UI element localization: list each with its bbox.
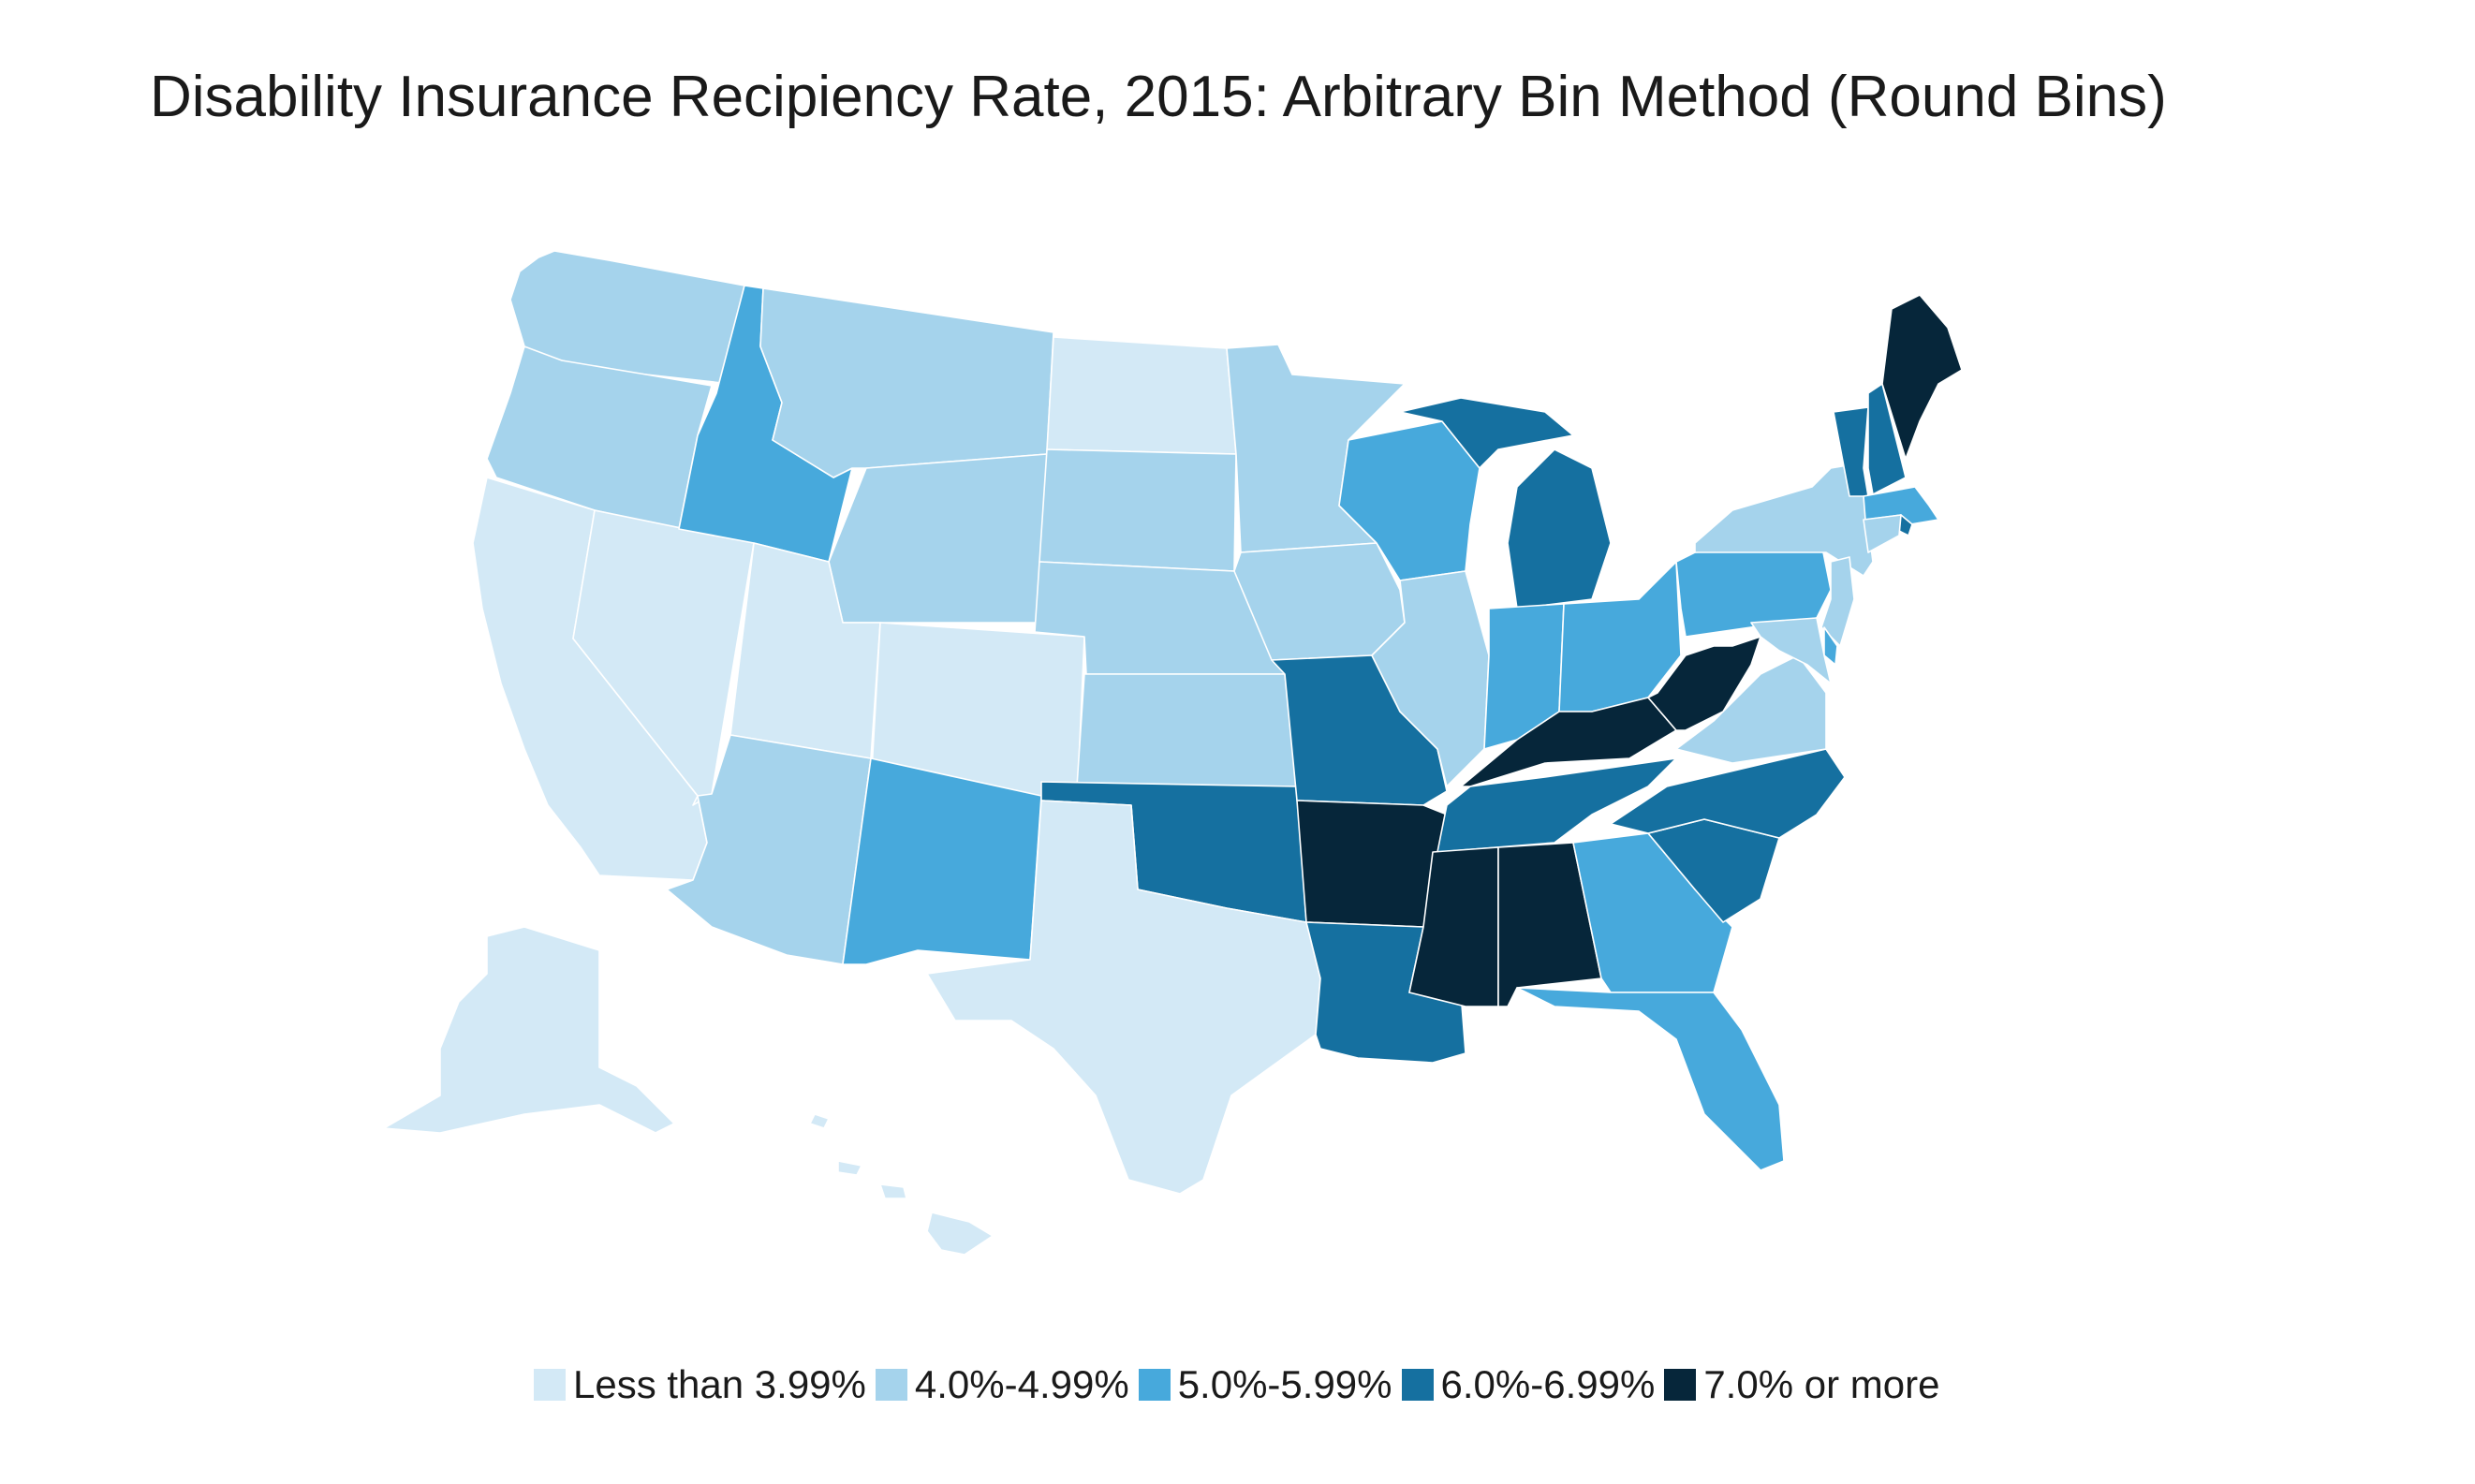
legend-item: 6.0%-6.99% xyxy=(1401,1362,1656,1407)
state-KS xyxy=(1076,673,1298,787)
state-ME xyxy=(1881,294,1963,460)
legend-swatch xyxy=(875,1369,907,1401)
state-CT xyxy=(1863,514,1902,553)
legend-swatch xyxy=(534,1369,566,1401)
state-NC xyxy=(1610,748,1846,839)
state-NH xyxy=(1867,383,1907,495)
legend-swatch xyxy=(1401,1369,1434,1401)
state-DE xyxy=(1823,626,1838,666)
state-AK xyxy=(383,926,675,1134)
state-MI xyxy=(1399,397,1612,610)
state-WY xyxy=(828,453,1048,624)
state-MT xyxy=(759,287,1054,478)
state-NM xyxy=(842,757,1042,965)
legend-item: Less than 3.99% xyxy=(534,1362,866,1407)
state-AR xyxy=(1296,800,1448,928)
state-TX xyxy=(926,800,1321,1195)
state-SD xyxy=(1039,448,1237,572)
legend-label: 5.0%-5.99% xyxy=(1177,1362,1392,1406)
legend-swatch xyxy=(1664,1369,1697,1401)
state-WV xyxy=(1647,636,1761,731)
state-FL xyxy=(1516,987,1785,1171)
legend-item: 4.0%-4.99% xyxy=(875,1362,1129,1407)
state-IL xyxy=(1371,570,1490,787)
legend-label: 4.0%-4.99% xyxy=(914,1362,1129,1406)
legend-label: Less than 3.99% xyxy=(573,1362,866,1406)
legend-item: 5.0%-5.99% xyxy=(1138,1362,1392,1407)
legend-item: 7.0% or more xyxy=(1664,1362,1939,1407)
legend-swatch xyxy=(1138,1369,1171,1401)
page-title: Disability Insurance Recipiency Rate, 20… xyxy=(150,65,2167,129)
state-MD xyxy=(1750,617,1832,684)
state-VT xyxy=(1833,406,1869,497)
legend-label: 7.0% or more xyxy=(1703,1362,1940,1406)
state-NJ xyxy=(1820,556,1855,647)
legend: Less than 3.99% 4.0%-4.99% 5.0%-5.99% 6.0%-… xyxy=(534,1362,1939,1407)
legend-label: 6.0%-6.99% xyxy=(1440,1362,1656,1406)
state-HI xyxy=(809,1113,994,1256)
state-ND xyxy=(1046,336,1237,455)
